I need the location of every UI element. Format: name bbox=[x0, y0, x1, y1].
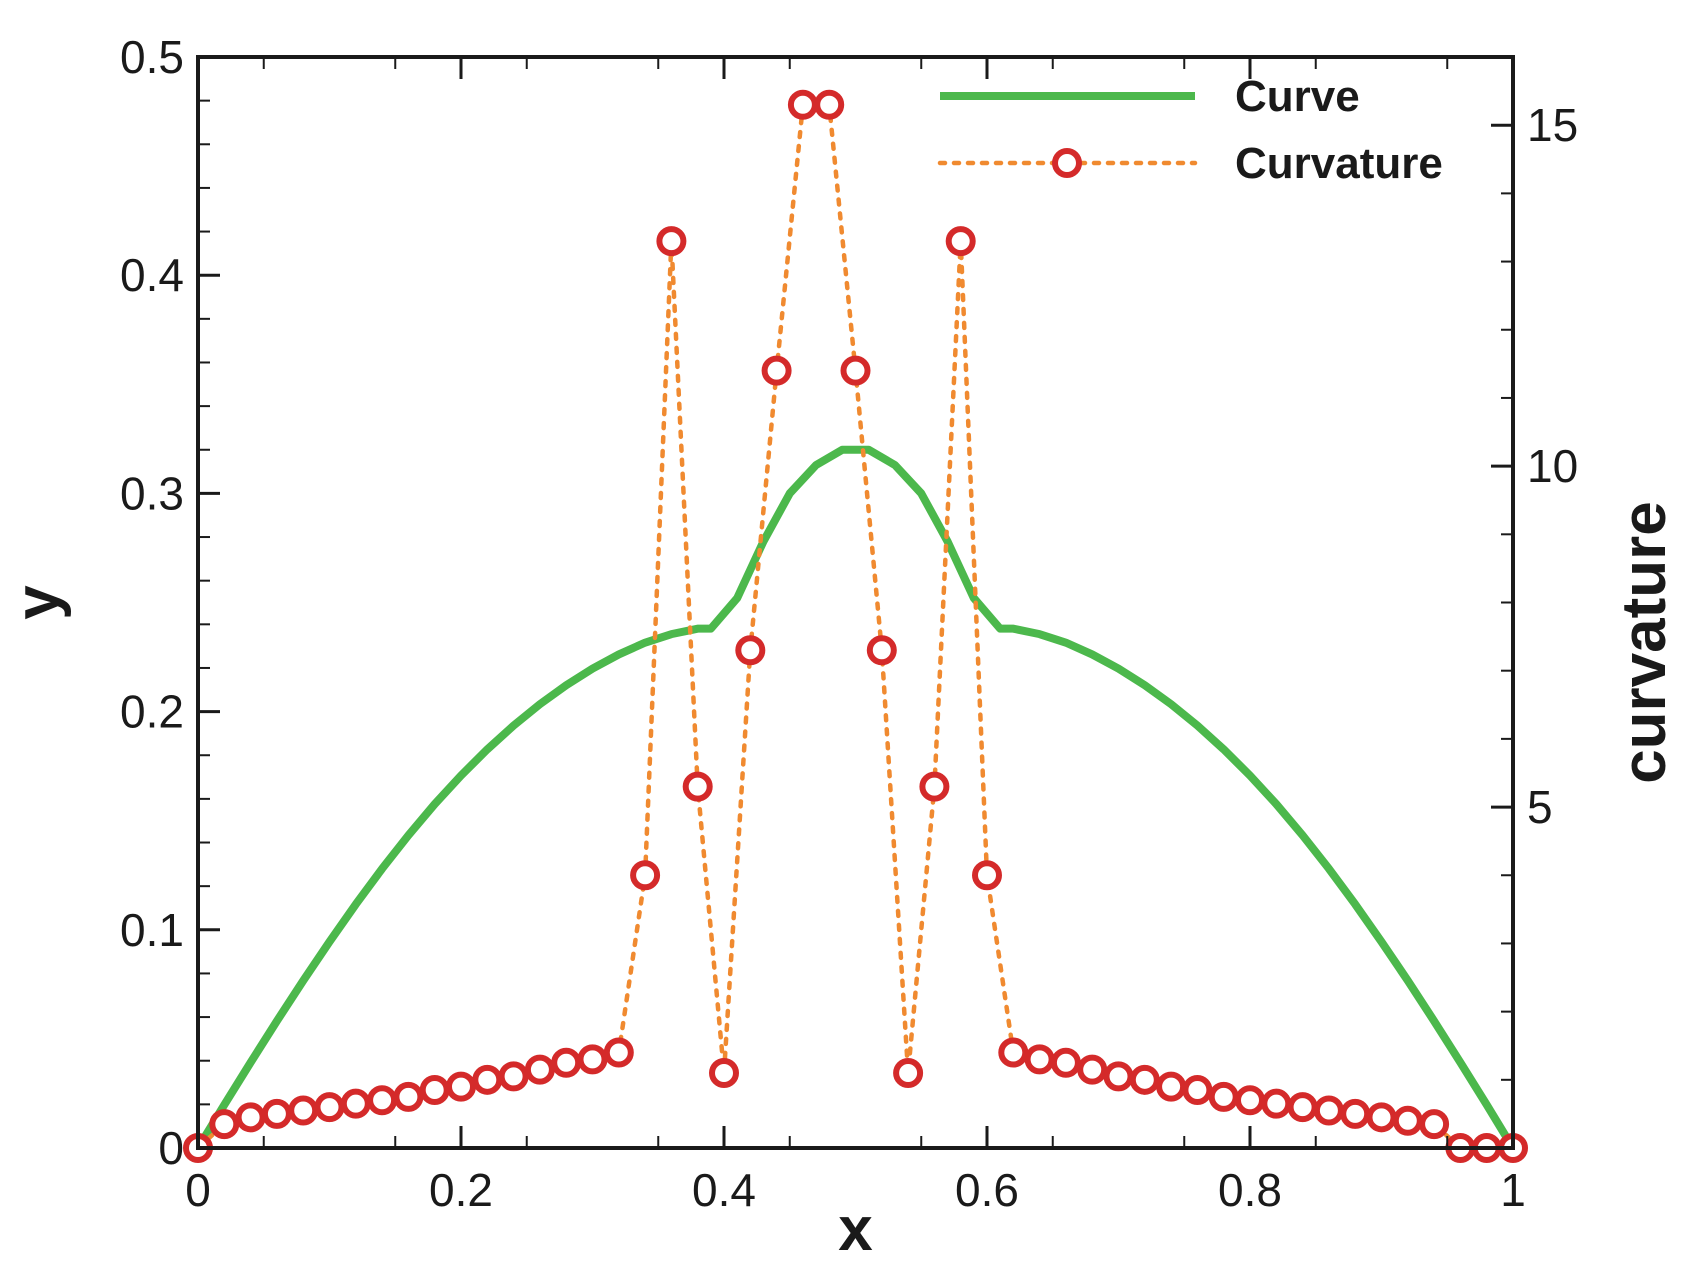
curvature-point bbox=[709, 1057, 739, 1088]
curvature-point bbox=[1103, 1061, 1134, 1092]
curvature-point bbox=[814, 89, 845, 120]
curvature-point bbox=[367, 1085, 398, 1116]
curvature-point bbox=[577, 1044, 608, 1075]
curvature-point bbox=[1313, 1095, 1344, 1126]
legend-curve-label: Curve bbox=[1235, 72, 1360, 121]
y-tick-label: 0.3 bbox=[120, 467, 184, 519]
curvature-point bbox=[209, 1109, 240, 1140]
y-tick-label: 0.2 bbox=[120, 686, 184, 738]
curvature-point bbox=[340, 1088, 371, 1119]
y-axis-title: y bbox=[3, 585, 72, 620]
x-tick-label: 0.2 bbox=[429, 1164, 493, 1216]
x-tick-label: 0.8 bbox=[1218, 1164, 1282, 1216]
curvature-point bbox=[314, 1092, 345, 1123]
curvature-point bbox=[761, 355, 792, 386]
y2-tick-label: 15 bbox=[1527, 99, 1578, 151]
curvature-point bbox=[972, 860, 1002, 891]
curvature-point bbox=[735, 635, 766, 666]
curve-series bbox=[194, 445, 1517, 1152]
curvature-point bbox=[893, 1057, 924, 1088]
legend-curvature-label: Curvature bbox=[1235, 139, 1443, 188]
x-tick-label: 0 bbox=[185, 1164, 211, 1216]
curvature-axis-title: curvature bbox=[1610, 501, 1679, 784]
curvature-point bbox=[682, 771, 713, 802]
curvature-point bbox=[498, 1061, 529, 1092]
curvature-point bbox=[919, 771, 950, 802]
curvature-point bbox=[1366, 1102, 1397, 1133]
curvature-point bbox=[1287, 1092, 1318, 1123]
x-tick-label: 1 bbox=[1500, 1164, 1526, 1216]
curvature-point bbox=[446, 1071, 476, 1102]
curvature-point bbox=[393, 1081, 424, 1112]
y2-tick-label: 10 bbox=[1527, 440, 1578, 492]
axis-ticks bbox=[196, 55, 1515, 1150]
curvature-point bbox=[524, 1054, 555, 1085]
x-tick-label: 0.4 bbox=[692, 1164, 756, 1216]
curvature-point bbox=[603, 1037, 634, 1068]
legend-curvature-marker bbox=[1052, 148, 1082, 178]
curvature-point bbox=[1208, 1081, 1239, 1112]
curvature-point bbox=[1392, 1105, 1423, 1136]
curvature-point bbox=[840, 355, 871, 386]
plot-frame bbox=[196, 55, 1515, 1150]
curvature-point bbox=[998, 1037, 1029, 1068]
curvature-point bbox=[1182, 1075, 1213, 1106]
legend: Curve Curvature bbox=[937, 72, 1443, 188]
curvature-point bbox=[1340, 1098, 1371, 1129]
curvature-point bbox=[1261, 1088, 1292, 1119]
curvature-point bbox=[1077, 1054, 1108, 1085]
curvature-point bbox=[235, 1102, 266, 1133]
y-tick-label: 0 bbox=[158, 1122, 184, 1174]
curvature-point bbox=[1024, 1044, 1055, 1075]
curvature-point bbox=[261, 1098, 292, 1129]
curvature-point bbox=[1419, 1109, 1450, 1140]
curvature-point bbox=[288, 1095, 319, 1126]
curvature-point bbox=[656, 226, 687, 257]
curvature-point bbox=[866, 635, 897, 666]
y-tick-label: 0.4 bbox=[120, 249, 184, 301]
curvature-point bbox=[1235, 1085, 1265, 1116]
curvature-point bbox=[945, 226, 976, 257]
x-tick-label: 0.6 bbox=[955, 1164, 1019, 1216]
curvature-point bbox=[419, 1075, 450, 1106]
curvature-point bbox=[551, 1047, 582, 1078]
y2-tick-label: 5 bbox=[1527, 781, 1553, 833]
curvature-point bbox=[1129, 1064, 1160, 1095]
curvature-point bbox=[1156, 1071, 1187, 1102]
curvature-point bbox=[472, 1064, 503, 1095]
curvature-point bbox=[630, 860, 661, 891]
y-tick-label: 0.1 bbox=[120, 904, 184, 956]
curvature-line bbox=[195, 102, 1516, 1151]
curvature-point bbox=[1050, 1047, 1081, 1078]
curvature-point bbox=[787, 89, 818, 120]
plot-area bbox=[183, 89, 1528, 1163]
y-tick-label: 0.5 bbox=[120, 31, 184, 83]
x-axis-title: x bbox=[838, 1195, 873, 1264]
curvature-series bbox=[183, 89, 1528, 1163]
curve-line bbox=[194, 445, 1517, 1152]
